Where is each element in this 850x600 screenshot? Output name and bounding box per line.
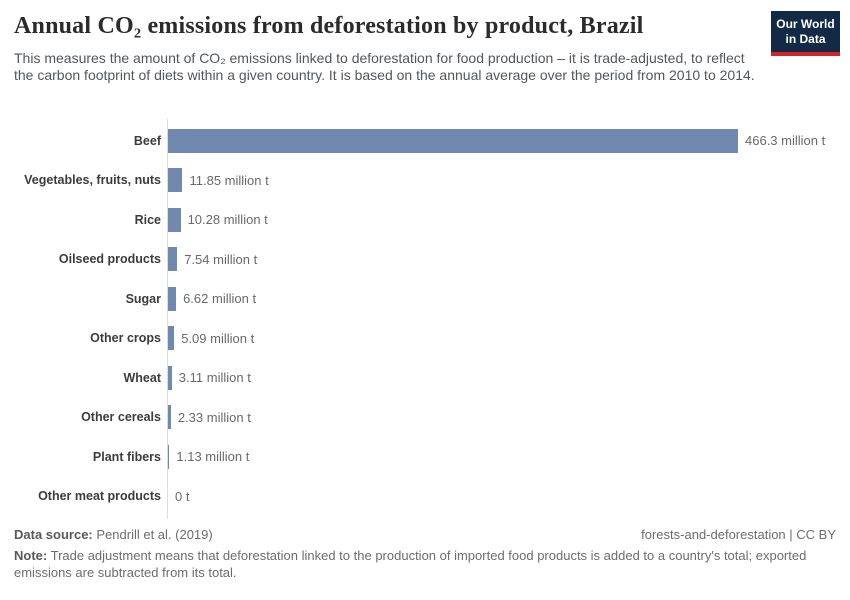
bar-value-label: 11.85 million t — [189, 172, 269, 188]
bar-row: Other crops 5.09 million t — [0, 319, 840, 359]
bar-value-label: 10.28 million t — [187, 212, 268, 228]
bar-value-label: 7.54 million t — [184, 251, 258, 267]
bar-track: 11.85 million t — [161, 168, 840, 193]
owid-logo[interactable]: Our World in Data — [771, 11, 840, 56]
bar-track: 10.28 million t — [161, 207, 840, 232]
bar-category-label: Oilseed products — [58, 252, 161, 267]
bar-row: Plant fibers 1.13 million t — [0, 437, 840, 477]
data-source-label: Data source: — [14, 527, 93, 542]
bar-track: 3.11 million t — [161, 365, 840, 390]
bar-value-label: 3.11 million t — [178, 370, 251, 386]
data-source: Data source: Pendrill et al. (2019) — [14, 527, 213, 542]
bar-row: Rice 10.28 million t — [0, 200, 840, 240]
source-line: Data source: Pendrill et al. (2019) fore… — [14, 527, 836, 542]
bar[interactable] — [168, 286, 177, 311]
owid-logo-line2: in Data — [785, 32, 826, 46]
bar[interactable] — [168, 405, 171, 430]
bar-category-label: Sugar — [125, 291, 161, 306]
owid-logo-text: Our World in Data — [771, 11, 840, 52]
bar-track: 466.3 million t — [161, 128, 840, 153]
bar-track: 2.33 million t — [161, 405, 840, 430]
bar-category-label: Wheat — [123, 370, 162, 385]
bar-row: Other meat products 0 t — [0, 477, 840, 517]
bar[interactable] — [168, 247, 178, 272]
bar[interactable] — [168, 444, 170, 469]
bar[interactable] — [168, 168, 183, 193]
bar-track: 5.09 million t — [161, 326, 840, 351]
bar-category-label: Rice — [134, 212, 161, 227]
bar-category-label: Other crops — [90, 331, 161, 346]
bar-row: Sugar 6.62 million t — [0, 279, 840, 319]
bar-category-label: Beef — [133, 133, 161, 148]
page-subtitle: This measures the amount of CO₂ emission… — [14, 49, 755, 84]
bar-category-label: Vegetables, fruits, nuts — [24, 173, 161, 188]
bar-value-label: 2.33 million t — [177, 409, 251, 425]
chart-header: Annual CO₂ emissions from deforestation … — [14, 11, 840, 85]
bar-track: 7.54 million t — [161, 247, 840, 272]
bar[interactable] — [168, 365, 172, 390]
bar-value-label: 466.3 million t — [745, 133, 826, 149]
bar-track: 6.62 million t — [161, 286, 840, 311]
bar-value-label: 6.62 million t — [183, 291, 257, 307]
bar-row: Other cereals 2.33 million t — [0, 398, 840, 438]
chart-footer: Data source: Pendrill et al. (2019) fore… — [14, 527, 836, 582]
bar-track: 1.13 million t — [161, 444, 840, 469]
bar[interactable] — [168, 326, 175, 351]
bar-rows: Beef 466.3 million t Vegetables, fruits, n… — [0, 119, 840, 519]
note-text: Trade adjustment means that deforestatio… — [14, 548, 807, 580]
bar-row: Wheat 3.11 million t — [0, 358, 840, 398]
bar-category-label: Other meat products — [38, 489, 161, 504]
bar-chart: Beef 466.3 million t Vegetables, fruits, n… — [0, 119, 840, 519]
note: Note: Trade adjustment means that defore… — [14, 548, 836, 582]
bar[interactable] — [168, 128, 738, 153]
bar-row: Beef 466.3 million t — [0, 121, 840, 161]
data-source-value: Pendrill et al. (2019) — [96, 527, 213, 542]
owid-logo-red-bar — [771, 52, 840, 56]
note-label: Note: — [14, 548, 48, 563]
bar-category-label: Other cereals — [81, 410, 161, 425]
bar-row: Vegetables, fruits, nuts 11.85 million t — [0, 161, 840, 201]
bar-value-label: 1.13 million t — [176, 449, 250, 465]
bar-category-label: Plant fibers — [92, 449, 161, 464]
bar-track: 0 t — [161, 484, 840, 508]
bar-row: Oilseed products 7.54 million t — [0, 240, 840, 280]
page-title: Annual CO₂ emissions from deforestation … — [14, 13, 644, 39]
attribution: forests-and-deforestation | CC BY — [641, 527, 836, 542]
owid-logo-line1: Our World — [776, 17, 835, 31]
bar-value-label: 5.09 million t — [181, 330, 255, 346]
bar-value-label: 0 t — [175, 488, 190, 504]
bar[interactable] — [168, 207, 181, 232]
